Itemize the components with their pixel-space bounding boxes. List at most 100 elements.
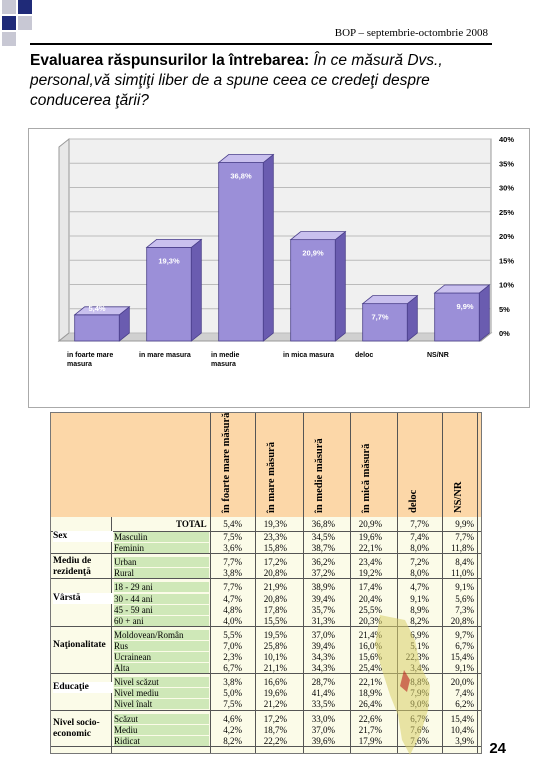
cell-value: 21,2%	[263, 699, 287, 710]
column-header: NS/NR	[453, 481, 464, 513]
row-label: Nivel înalt	[114, 699, 209, 710]
cell-value: 20,8%	[263, 568, 287, 579]
decor-square-3	[2, 16, 16, 30]
cell-value: 18,9%	[358, 688, 382, 699]
bar-top	[361, 295, 419, 305]
cell-value: 22,2%	[263, 735, 287, 746]
moldova-map-watermark	[375, 615, 430, 755]
group-label: Naţionalitate	[53, 640, 106, 650]
cell-value: 19,5%	[263, 629, 287, 640]
row-label: Scăzut	[114, 713, 209, 724]
cell-value: 19,6%	[263, 688, 287, 699]
cell-value: 7,5%	[223, 699, 242, 710]
cell-value: 3,8%	[223, 568, 242, 579]
cell-value: 9,1%	[455, 582, 474, 593]
cell-value: 25,8%	[263, 640, 287, 651]
cell-value: 39,4%	[311, 640, 335, 651]
row-label: Urban	[114, 557, 209, 568]
cell-value: 11,8%	[451, 543, 474, 554]
column-header: în foarte mare măsură	[221, 412, 232, 513]
row-label: Nivel mediu	[114, 688, 209, 699]
cell-value: 16,0%	[358, 640, 382, 651]
chart-side-wall	[58, 137, 70, 343]
row-divider	[51, 745, 481, 747]
bar	[434, 292, 480, 342]
total-label: TOTAL	[176, 519, 207, 529]
title-italic: În ce măsură Dvs., personal,vă simţiţi l…	[30, 52, 443, 109]
x-tick-label: masura	[211, 361, 236, 368]
cell-value: 35,7%	[311, 604, 335, 615]
bar	[362, 303, 408, 342]
cell-value: 20,3%	[358, 615, 382, 626]
cell-value: 15,4%	[450, 713, 474, 724]
bar-top	[73, 306, 131, 316]
bar	[74, 314, 120, 342]
cell-value: 5,0%	[223, 688, 242, 699]
data-label: 9,9%	[456, 302, 473, 311]
group-label: Nivel socio-economic	[53, 718, 100, 740]
bar-chart: 0% 5% 10% 15% 20% 25% 30% 35% 40% 5,4% in foarte m…	[28, 128, 530, 408]
data-label: 19,3%	[158, 256, 180, 265]
y-tick-label: 5%	[499, 305, 510, 314]
cell-value: 41,4%	[311, 688, 335, 699]
cell-value: 7,4%	[455, 688, 474, 699]
y-tick-label: 15%	[499, 256, 514, 265]
y-tick-label: 35%	[499, 159, 514, 168]
title-bold: Evaluarea răspunsurilor la întrebarea:	[30, 52, 310, 69]
bar-chart-svg: 0% 5% 10% 15% 20% 25% 30% 35% 40% 5,4% in foarte m…	[57, 135, 514, 368]
decor-square-2	[18, 0, 32, 14]
cell-value: 7,7%	[223, 557, 242, 568]
bar-top	[289, 231, 347, 241]
bar-top	[433, 284, 491, 294]
x-tick-label: in foarte mare	[67, 352, 113, 359]
total-value: 19,3%	[263, 519, 287, 529]
cell-value: 20,8%	[263, 593, 287, 604]
cell-value: 8,2%	[410, 615, 429, 626]
cell-value: 11,0%	[451, 568, 474, 579]
cell-value: 7,6%	[410, 735, 429, 746]
bar-side	[190, 238, 202, 342]
cell-value: 6,9%	[410, 629, 429, 640]
cell-value: 21,1%	[263, 663, 287, 674]
total-value: 36,8%	[311, 519, 335, 529]
cell-value: 19,2%	[358, 568, 382, 579]
cell-value: 4,6%	[223, 713, 242, 724]
cell-value: 20,0%	[450, 677, 474, 688]
x-tick-label: deloc	[355, 352, 373, 359]
cell-value: 15,8%	[263, 543, 287, 554]
column-divider	[255, 413, 256, 753]
bar-side	[478, 284, 490, 342]
cell-value: 25,5%	[358, 604, 382, 615]
cell-value: 9,7%	[455, 629, 474, 640]
row-label: 18 - 29 ani	[114, 582, 209, 593]
cell-value: 39,4%	[311, 593, 335, 604]
cell-value: 7,7%	[223, 582, 242, 593]
data-label: 20,9%	[302, 249, 324, 258]
row-divider	[51, 553, 481, 555]
cell-value: 20,8%	[450, 615, 474, 626]
cell-value: 37,2%	[311, 568, 335, 579]
cell-value: 7,4%	[410, 532, 429, 542]
total-value: 20,9%	[358, 519, 382, 529]
total-value: 9,9%	[455, 519, 474, 529]
cell-value: 4,7%	[410, 582, 429, 593]
row-label: 45 - 59 ani	[114, 604, 209, 615]
bar-side	[262, 153, 274, 342]
row-divider	[51, 531, 481, 532]
data-label: 5,4%	[88, 304, 105, 313]
cell-value: 21,9%	[263, 582, 287, 593]
bar-side	[334, 230, 346, 342]
cell-value: 3,9%	[455, 735, 474, 746]
row-label: Rus	[114, 640, 209, 651]
cell-value: 6,7%	[223, 663, 242, 674]
group-label: Educaţie	[53, 681, 113, 693]
row-label: Rural	[114, 568, 209, 579]
cell-value: 33,5%	[311, 699, 335, 710]
cell-value: 9,1%	[455, 663, 474, 674]
row-label: Nivel scăzut	[114, 677, 209, 688]
y-tick-label: 40%	[499, 135, 514, 144]
cell-value: 33,0%	[311, 713, 335, 724]
cell-value: 16,6%	[263, 677, 287, 688]
bar	[290, 239, 336, 342]
cell-value: 8,0%	[410, 543, 429, 554]
